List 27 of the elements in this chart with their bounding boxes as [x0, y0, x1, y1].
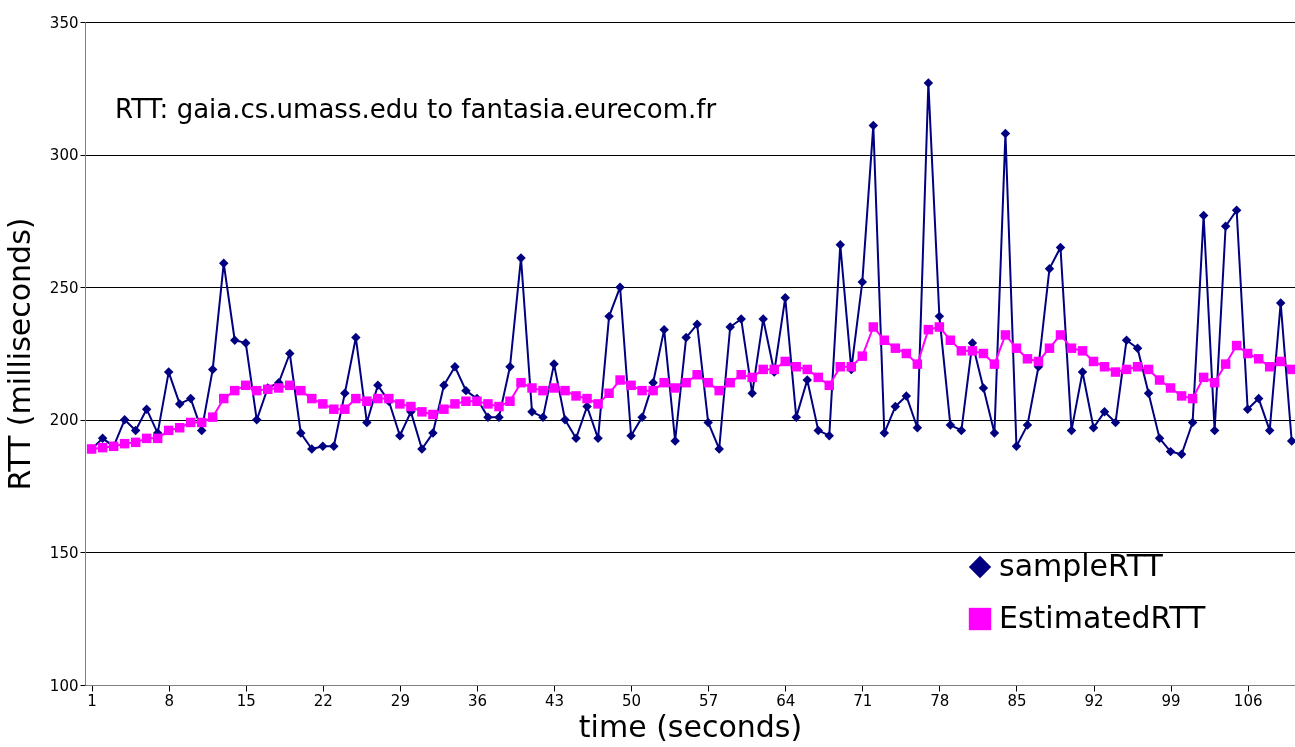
- x-tick-label: 15: [236, 691, 256, 710]
- x-tick-label: 106: [1233, 691, 1263, 710]
- y-axis-title: RTT (milliseconds): [1, 217, 37, 491]
- x-tick-label: 29: [390, 691, 410, 710]
- x-tick-label: 22: [313, 691, 333, 710]
- y-tick-label: 100: [49, 676, 79, 695]
- x-tick-label: 8: [164, 691, 174, 710]
- y-tick-label: 200: [49, 411, 79, 430]
- x-axis-title: time (seconds): [578, 708, 803, 744]
- x-tick-label: 50: [622, 691, 642, 710]
- y-tick-label: 300: [49, 146, 79, 165]
- x-tick-label: 99: [1161, 691, 1181, 710]
- x-tick-label: 78: [930, 691, 950, 710]
- x-tick-label: 92: [1084, 691, 1104, 710]
- x-tick-label: 43: [544, 691, 565, 710]
- x-tick-label: 1: [87, 691, 97, 710]
- x-tick-label: 85: [1007, 691, 1027, 710]
- y-tick-label: 250: [49, 278, 79, 297]
- y-tick-label: 150: [49, 543, 79, 562]
- y-tick-label: 350: [49, 13, 79, 32]
- x-tick-label: 57: [699, 691, 719, 710]
- legend-label: sampleRTT: [999, 548, 1164, 583]
- x-tick-label: 64: [776, 691, 796, 710]
- legend-label: EstimatedRTT: [999, 600, 1207, 635]
- x-tick-label: 36: [467, 691, 487, 710]
- x-tick-label: 71: [853, 691, 873, 710]
- annotation: RTT: gaia.cs.umass.edu to fantasia.eurecom.fr: [115, 94, 717, 124]
